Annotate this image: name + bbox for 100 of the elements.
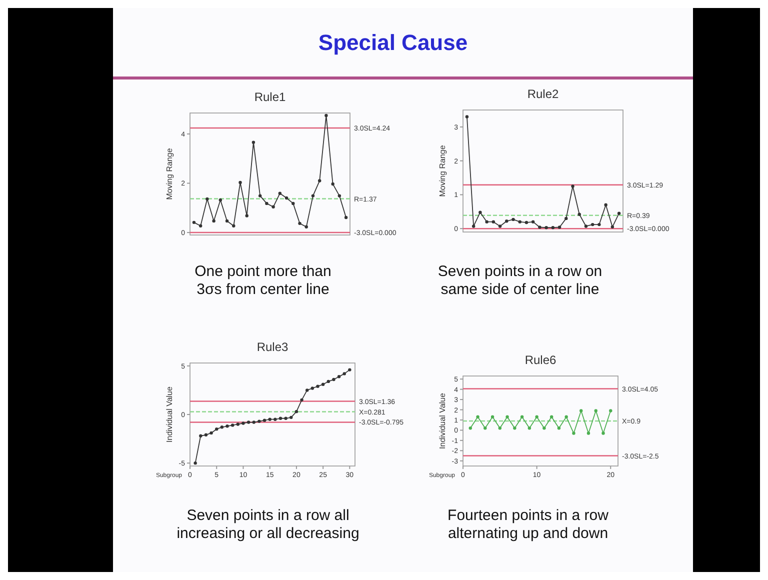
point <box>337 375 341 378</box>
point <box>472 224 476 228</box>
line-series <box>468 409 612 435</box>
point <box>338 194 342 198</box>
point <box>465 115 469 118</box>
point <box>324 114 328 118</box>
point <box>478 210 482 214</box>
point <box>506 415 509 419</box>
point <box>212 219 216 223</box>
point <box>304 225 308 228</box>
point <box>245 214 248 218</box>
point <box>226 424 229 428</box>
point <box>513 426 516 430</box>
point <box>590 222 594 226</box>
point <box>578 212 581 216</box>
point <box>298 222 302 226</box>
point <box>485 220 488 224</box>
point <box>557 426 561 430</box>
point <box>272 205 275 209</box>
point <box>258 420 261 423</box>
point <box>528 426 532 430</box>
point <box>524 220 528 224</box>
point <box>344 216 348 220</box>
point <box>290 416 293 420</box>
point <box>572 432 576 435</box>
point <box>310 386 314 390</box>
point <box>498 224 502 228</box>
text: Fourteen points in a row <box>448 507 609 524</box>
point <box>265 202 268 206</box>
point <box>544 226 548 230</box>
point <box>609 409 612 412</box>
point <box>305 388 309 392</box>
point <box>232 224 236 228</box>
point <box>252 140 256 144</box>
point <box>278 416 282 420</box>
point <box>602 432 605 435</box>
point <box>242 422 245 425</box>
y-axis-title: Individual Value <box>165 386 174 442</box>
point <box>584 224 588 228</box>
point <box>564 415 568 419</box>
point <box>220 426 224 429</box>
point <box>274 418 277 421</box>
point <box>198 224 202 228</box>
text: One point more than <box>194 263 332 280</box>
point <box>258 194 262 198</box>
point <box>484 426 487 430</box>
point <box>194 461 197 465</box>
point <box>316 384 320 388</box>
point <box>610 225 614 229</box>
point <box>594 409 598 412</box>
point <box>262 418 266 422</box>
point <box>225 219 229 223</box>
point <box>551 226 555 230</box>
y-axis-title: Individual Value <box>438 392 447 449</box>
point <box>300 398 304 402</box>
point <box>252 420 256 424</box>
point <box>292 202 295 206</box>
point <box>476 415 480 419</box>
point <box>520 415 524 419</box>
point <box>210 431 213 435</box>
point <box>332 378 336 382</box>
point <box>542 426 546 430</box>
point <box>468 426 472 430</box>
text: same side of center line <box>440 281 600 298</box>
point <box>331 182 334 186</box>
point <box>571 184 574 188</box>
point <box>598 222 601 226</box>
point <box>348 368 352 372</box>
point <box>490 415 494 419</box>
point <box>326 380 330 384</box>
point <box>586 432 590 435</box>
point <box>230 424 234 427</box>
text: Seven points in a row on <box>438 263 602 280</box>
point <box>498 426 502 430</box>
point <box>278 192 282 195</box>
chart-title: Rule1 <box>254 90 286 104</box>
point <box>192 220 196 224</box>
point <box>342 372 346 376</box>
point <box>199 434 202 438</box>
point <box>512 218 515 222</box>
point <box>518 220 522 224</box>
point <box>238 180 242 184</box>
chart-title: Rule2 <box>527 87 559 101</box>
point <box>535 415 538 419</box>
point <box>204 433 208 437</box>
y-axis-title: Moving Range <box>438 144 447 197</box>
point <box>617 212 621 215</box>
text: alternating up and down <box>448 525 608 542</box>
point <box>215 427 218 431</box>
point <box>311 194 315 198</box>
point <box>550 415 554 419</box>
point <box>246 420 250 424</box>
text: Seven points in a row all <box>186 507 350 524</box>
point <box>268 418 272 421</box>
point <box>531 220 535 224</box>
point <box>284 196 288 200</box>
text: increasing or all decreasing <box>176 525 360 542</box>
text: Special Cause <box>318 30 468 55</box>
point <box>218 198 222 202</box>
y-axis-title: Moving Range <box>165 148 174 200</box>
